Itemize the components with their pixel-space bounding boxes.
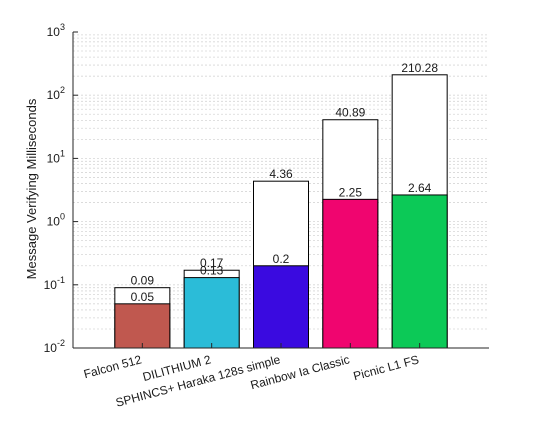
data-label: 4.36 <box>269 167 293 181</box>
data-label: 2.25 <box>339 185 363 199</box>
data-label: 0.09 <box>131 274 155 288</box>
data-labels: 0.09 0.17 4.36 40.89 210.28 0.05 0.13 0.2 2.25 2.… <box>131 61 439 304</box>
bar <box>391 194 448 349</box>
x-tick-label: Picnic L1 FS <box>352 352 421 383</box>
y-tick-label: 100 <box>47 212 65 229</box>
data-label: 2.64 <box>408 181 432 195</box>
data-label: 0.17 <box>200 256 224 270</box>
data-label: 210.28 <box>401 61 438 75</box>
x-tick-label: Falcon 512 <box>82 352 143 381</box>
y-tick-label: 103 <box>47 22 65 39</box>
data-label: 0.13 <box>200 264 224 278</box>
y-tick-label: 10-1 <box>44 275 65 292</box>
bars <box>114 74 448 349</box>
bar <box>253 265 309 349</box>
data-label: 40.89 <box>335 106 365 120</box>
y-tick-label: 101 <box>47 148 65 165</box>
data-label: 0.05 <box>131 290 155 304</box>
data-label: 0.2 <box>273 252 290 266</box>
bar <box>322 198 379 349</box>
bar <box>114 303 171 349</box>
y-axis-label: Message Verifying Milliseconds <box>24 98 39 279</box>
y-tick-label: 102 <box>47 85 65 102</box>
bar <box>183 277 240 349</box>
y-tick-label: 10-2 <box>44 338 65 355</box>
